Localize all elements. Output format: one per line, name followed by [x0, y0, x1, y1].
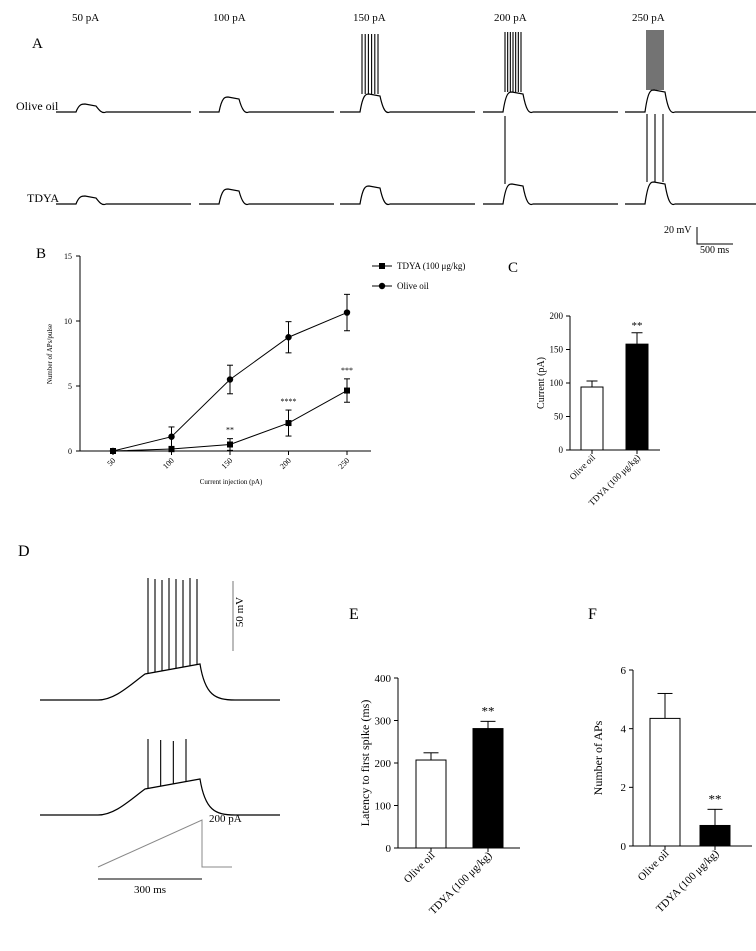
chartE-ylabel: Latency to first spike (ms)	[358, 700, 372, 827]
chartC-bar	[580, 386, 604, 451]
b-point-circle	[168, 433, 175, 440]
chartE-x-tick-label: TDYA (100 μg/kg)	[427, 849, 495, 917]
b-x-tick-label: 150	[220, 456, 235, 471]
chartC-y-tick-label: 150	[550, 345, 564, 355]
current-label-200: 200 pA	[494, 12, 527, 24]
chartF-y-tick-label: 2	[621, 782, 627, 794]
b-x-tick-label: 100	[161, 456, 176, 471]
legend-square-marker	[379, 263, 385, 269]
panel-a-traces: 50 pA 100 pA 150 pA 200 pA 250 pA Olive …	[16, 12, 756, 256]
row-label-tdya: TDYA	[27, 191, 59, 205]
chartE-y-tick-label: 200	[375, 758, 392, 770]
panel-d-traces: 50 mV 200 pA 300 ms	[40, 578, 280, 896]
chartF-significance-label: **	[709, 791, 722, 806]
b-y-tick-label: 10	[64, 317, 72, 326]
b-point-circle	[226, 376, 234, 383]
b-y-tick-label: 15	[64, 252, 72, 261]
panel-e-label: E	[349, 606, 359, 623]
chartE-y-tick-label: 0	[386, 843, 392, 855]
b-y-tick-label: 0	[68, 447, 72, 456]
trace-segment	[340, 93, 475, 114]
panel-f-label: F	[588, 606, 597, 623]
time-label: 300 ms	[134, 884, 166, 896]
chartE-y-tick-label: 100	[375, 800, 392, 812]
current-label-150: 150 pA	[353, 12, 386, 24]
chart-e: 0 100 200 300 400 Latency to first spike (ms)…	[358, 673, 520, 917]
chartC-y-tick-label: 0	[559, 445, 564, 455]
chartE-bar	[415, 759, 447, 849]
chartF-y-tick-label: 4	[621, 724, 627, 736]
trace-segment	[56, 103, 191, 114]
trace-segment	[483, 91, 618, 114]
scale-label-500ms: 500 ms	[700, 245, 729, 256]
chartE-y-tick-label: 400	[375, 673, 392, 685]
b-point-square	[344, 387, 350, 394]
b-x-tick-label: 200	[278, 456, 293, 471]
b-significance-label: ****	[281, 397, 297, 406]
b-y-tick-label: 5	[68, 382, 72, 391]
legend-label-olive: Olive oil	[397, 281, 429, 291]
chartE-bar	[472, 728, 504, 849]
b-point-square	[227, 441, 233, 448]
b-xlabel: Current injection (pA)	[200, 478, 263, 486]
chartC-y-tick-label: 200	[550, 311, 564, 321]
b-ylabel: Number of APs/pulse	[46, 324, 54, 384]
b-significance-label: **	[226, 426, 234, 435]
panel-c-label: C	[508, 260, 518, 276]
trace-segment	[625, 181, 756, 206]
current-label-100: 100 pA	[213, 12, 246, 24]
trace-segment	[56, 195, 191, 206]
legend-circle-marker	[378, 282, 386, 290]
chartF-bar	[699, 824, 731, 847]
trace-segment	[199, 96, 334, 114]
trace-segment	[625, 89, 756, 114]
scale-label-50mv: 50 mV	[234, 597, 246, 627]
chartE-y-tick-label: 300	[375, 715, 392, 727]
scale-bar-a	[696, 227, 733, 245]
b-point-square	[285, 420, 292, 427]
chartC-y-tick-label: 100	[550, 378, 564, 388]
chartF-bar	[649, 717, 681, 847]
ramp-trace	[40, 778, 280, 816]
panel-d-label: D	[18, 543, 30, 560]
chartE-significance-label: **	[482, 703, 495, 718]
chartC-bar	[625, 343, 649, 451]
b-x-tick-label: 250	[337, 456, 352, 471]
b-point-square	[168, 446, 175, 453]
chartF-ylabel: Number of APs	[591, 720, 605, 795]
chartF-y-tick-label: 0	[621, 841, 627, 853]
b-point-circle	[109, 447, 117, 455]
chartE-x-tick-label: Olive oil	[402, 850, 438, 886]
b-x-tick-label: 50	[105, 456, 117, 468]
ramp-protocol	[97, 819, 232, 868]
legend-label-tdya: TDYA (100 μg/kg)	[397, 261, 465, 271]
b-legend: TDYA (100 μg/kg) Olive oil	[372, 261, 465, 291]
ramp-label: 200 pA	[209, 813, 242, 825]
current-label-250: 250 pA	[632, 12, 665, 24]
panel-a-label: A	[32, 36, 43, 52]
b-point-circle	[285, 334, 292, 341]
scale-label-20mv: 20 mV	[664, 225, 692, 236]
chartF-x-tick-label: Olive oil	[636, 848, 672, 884]
row-label-olive-oil: Olive oil	[16, 99, 59, 113]
current-label-50: 50 pA	[72, 12, 99, 24]
trace-segment	[340, 185, 475, 206]
b-significance-label: ***	[341, 366, 353, 375]
panel-b-label: B	[36, 246, 46, 262]
chartC-ylabel: Current (pA)	[536, 357, 547, 409]
chartF-y-tick-label: 6	[621, 665, 627, 677]
ramp-trace	[40, 663, 280, 701]
chartC-significance-label: **	[632, 320, 643, 332]
trace-segment	[483, 183, 618, 206]
chartC-x-tick-label: Olive oil	[567, 452, 597, 482]
b-point-circle	[343, 309, 351, 316]
trace-segment	[199, 188, 334, 206]
chartC-y-tick-label: 50	[554, 412, 564, 422]
